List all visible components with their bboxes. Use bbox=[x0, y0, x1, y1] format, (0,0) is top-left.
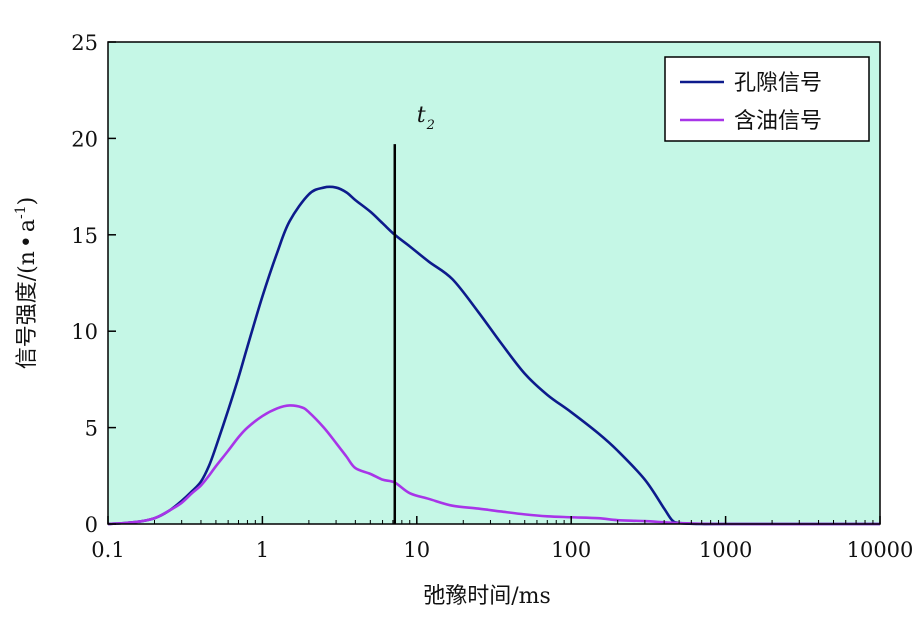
t2-label-main: t bbox=[417, 103, 426, 128]
x-tick-label: 10000 bbox=[847, 538, 914, 562]
x-axis: 0.1 1 10 100 1000 10000 bbox=[91, 516, 913, 562]
t2-label-subscript: 2 bbox=[426, 118, 435, 133]
y-tick-label: 20 bbox=[71, 127, 98, 151]
y-axis-title-dot: • bbox=[15, 235, 40, 248]
legend: 孔隙信号 含油信号 bbox=[664, 56, 870, 142]
y-tick-label: 10 bbox=[71, 320, 98, 344]
x-tick-label: 1000 bbox=[699, 538, 752, 562]
y-tick-label: 5 bbox=[85, 417, 98, 441]
x-tick-label: 1 bbox=[256, 538, 269, 562]
y-axis-title: 信号强度/(n • a-1) bbox=[13, 197, 40, 370]
series-layer bbox=[107, 185, 881, 526]
legend-label-oil: 含油信号 bbox=[734, 109, 822, 134]
x-axis-title: 弛豫时间/ms bbox=[423, 584, 551, 609]
y-axis-title-superscript: -1 bbox=[13, 205, 29, 219]
plot-frame bbox=[107, 41, 881, 525]
x-tick-label: 0.1 bbox=[91, 538, 124, 562]
series-line-0 bbox=[107, 185, 880, 526]
legend-label-pore: 孔隙信号 bbox=[734, 71, 822, 96]
y-axis-title-main: 信号强度/(n bbox=[15, 251, 40, 369]
y-axis: 0 5 10 15 20 25 bbox=[71, 31, 116, 537]
x-tick-label: 100 bbox=[551, 538, 591, 562]
y-axis-title-close: ) bbox=[15, 197, 40, 206]
x-tick-label: 10 bbox=[403, 538, 430, 562]
y-axis-title-a: a bbox=[15, 219, 40, 232]
y-tick-label: 0 bbox=[85, 513, 98, 537]
legend-box bbox=[664, 56, 870, 142]
series-line-1 bbox=[107, 404, 881, 526]
y-tick-label: 15 bbox=[71, 224, 98, 248]
y-tick-label: 25 bbox=[71, 31, 98, 55]
t2-label: t2 bbox=[417, 103, 435, 133]
